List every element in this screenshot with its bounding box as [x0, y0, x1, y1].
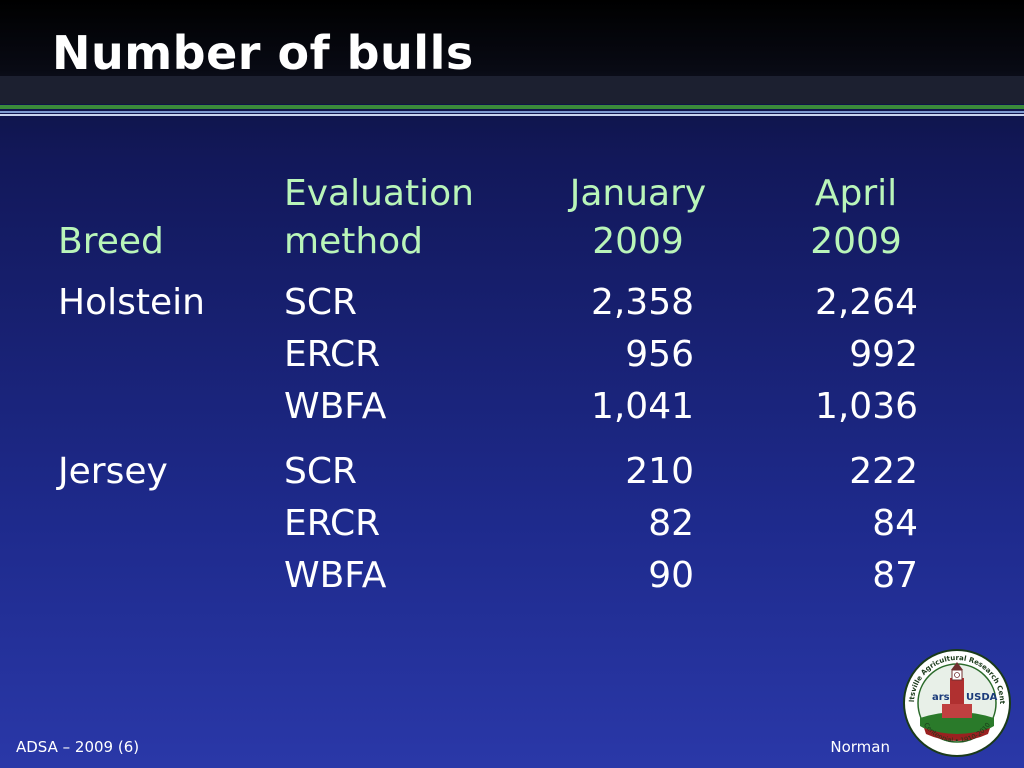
footer-left-text: ADSA – 2009 (6)	[16, 738, 140, 756]
barc-usda-seal-icon: ars USDA Beltsville Agricultural Researc…	[899, 642, 1012, 758]
slide-title: Number of bulls	[52, 26, 474, 80]
header-apr-line2: 2009	[810, 221, 902, 262]
header-method-line1: Evaluation	[284, 173, 474, 214]
apr-value-cell: 87	[872, 555, 918, 596]
method-cell: WBFA	[284, 386, 387, 427]
jan-value-cell: 210	[625, 451, 694, 492]
header-jan-line2: 2009	[592, 221, 684, 262]
divider-green	[0, 105, 1024, 109]
header-method-line2: method	[284, 221, 424, 262]
method-cell: ERCR	[284, 334, 381, 375]
header-apr-line1: April	[814, 173, 898, 214]
jan-value-cell: 1,041	[590, 386, 694, 427]
footer-author: Norman	[830, 738, 890, 756]
jan-value-cell: 82	[648, 503, 694, 544]
header-jan-line1: January	[569, 173, 707, 214]
title-bar-shade	[0, 76, 1024, 104]
apr-value-cell: 222	[849, 451, 918, 492]
breed-jersey: Jersey	[58, 451, 168, 492]
apr-value-cell: 1,036	[814, 386, 918, 427]
divider-blue	[0, 111, 1024, 113]
ars-label: ars	[932, 692, 950, 703]
jan-value-cell: 90	[648, 555, 694, 596]
method-cell: SCR	[284, 451, 358, 492]
divider-white	[0, 114, 1024, 116]
title-bar	[0, 0, 1024, 104]
jan-value-cell: 956	[625, 334, 694, 375]
breed-holstein: Holstein	[58, 282, 205, 323]
method-cell: ERCR	[284, 503, 381, 544]
apr-value-cell: 992	[849, 334, 918, 375]
apr-value-cell: 84	[872, 503, 918, 544]
method-cell: SCR	[284, 282, 358, 323]
method-cell: WBFA	[284, 555, 387, 596]
apr-value-cell: 2,264	[814, 282, 918, 323]
header-breed: Breed	[58, 221, 164, 262]
jan-value-cell: 2,358	[590, 282, 694, 323]
usda-label: USDA	[966, 692, 998, 703]
